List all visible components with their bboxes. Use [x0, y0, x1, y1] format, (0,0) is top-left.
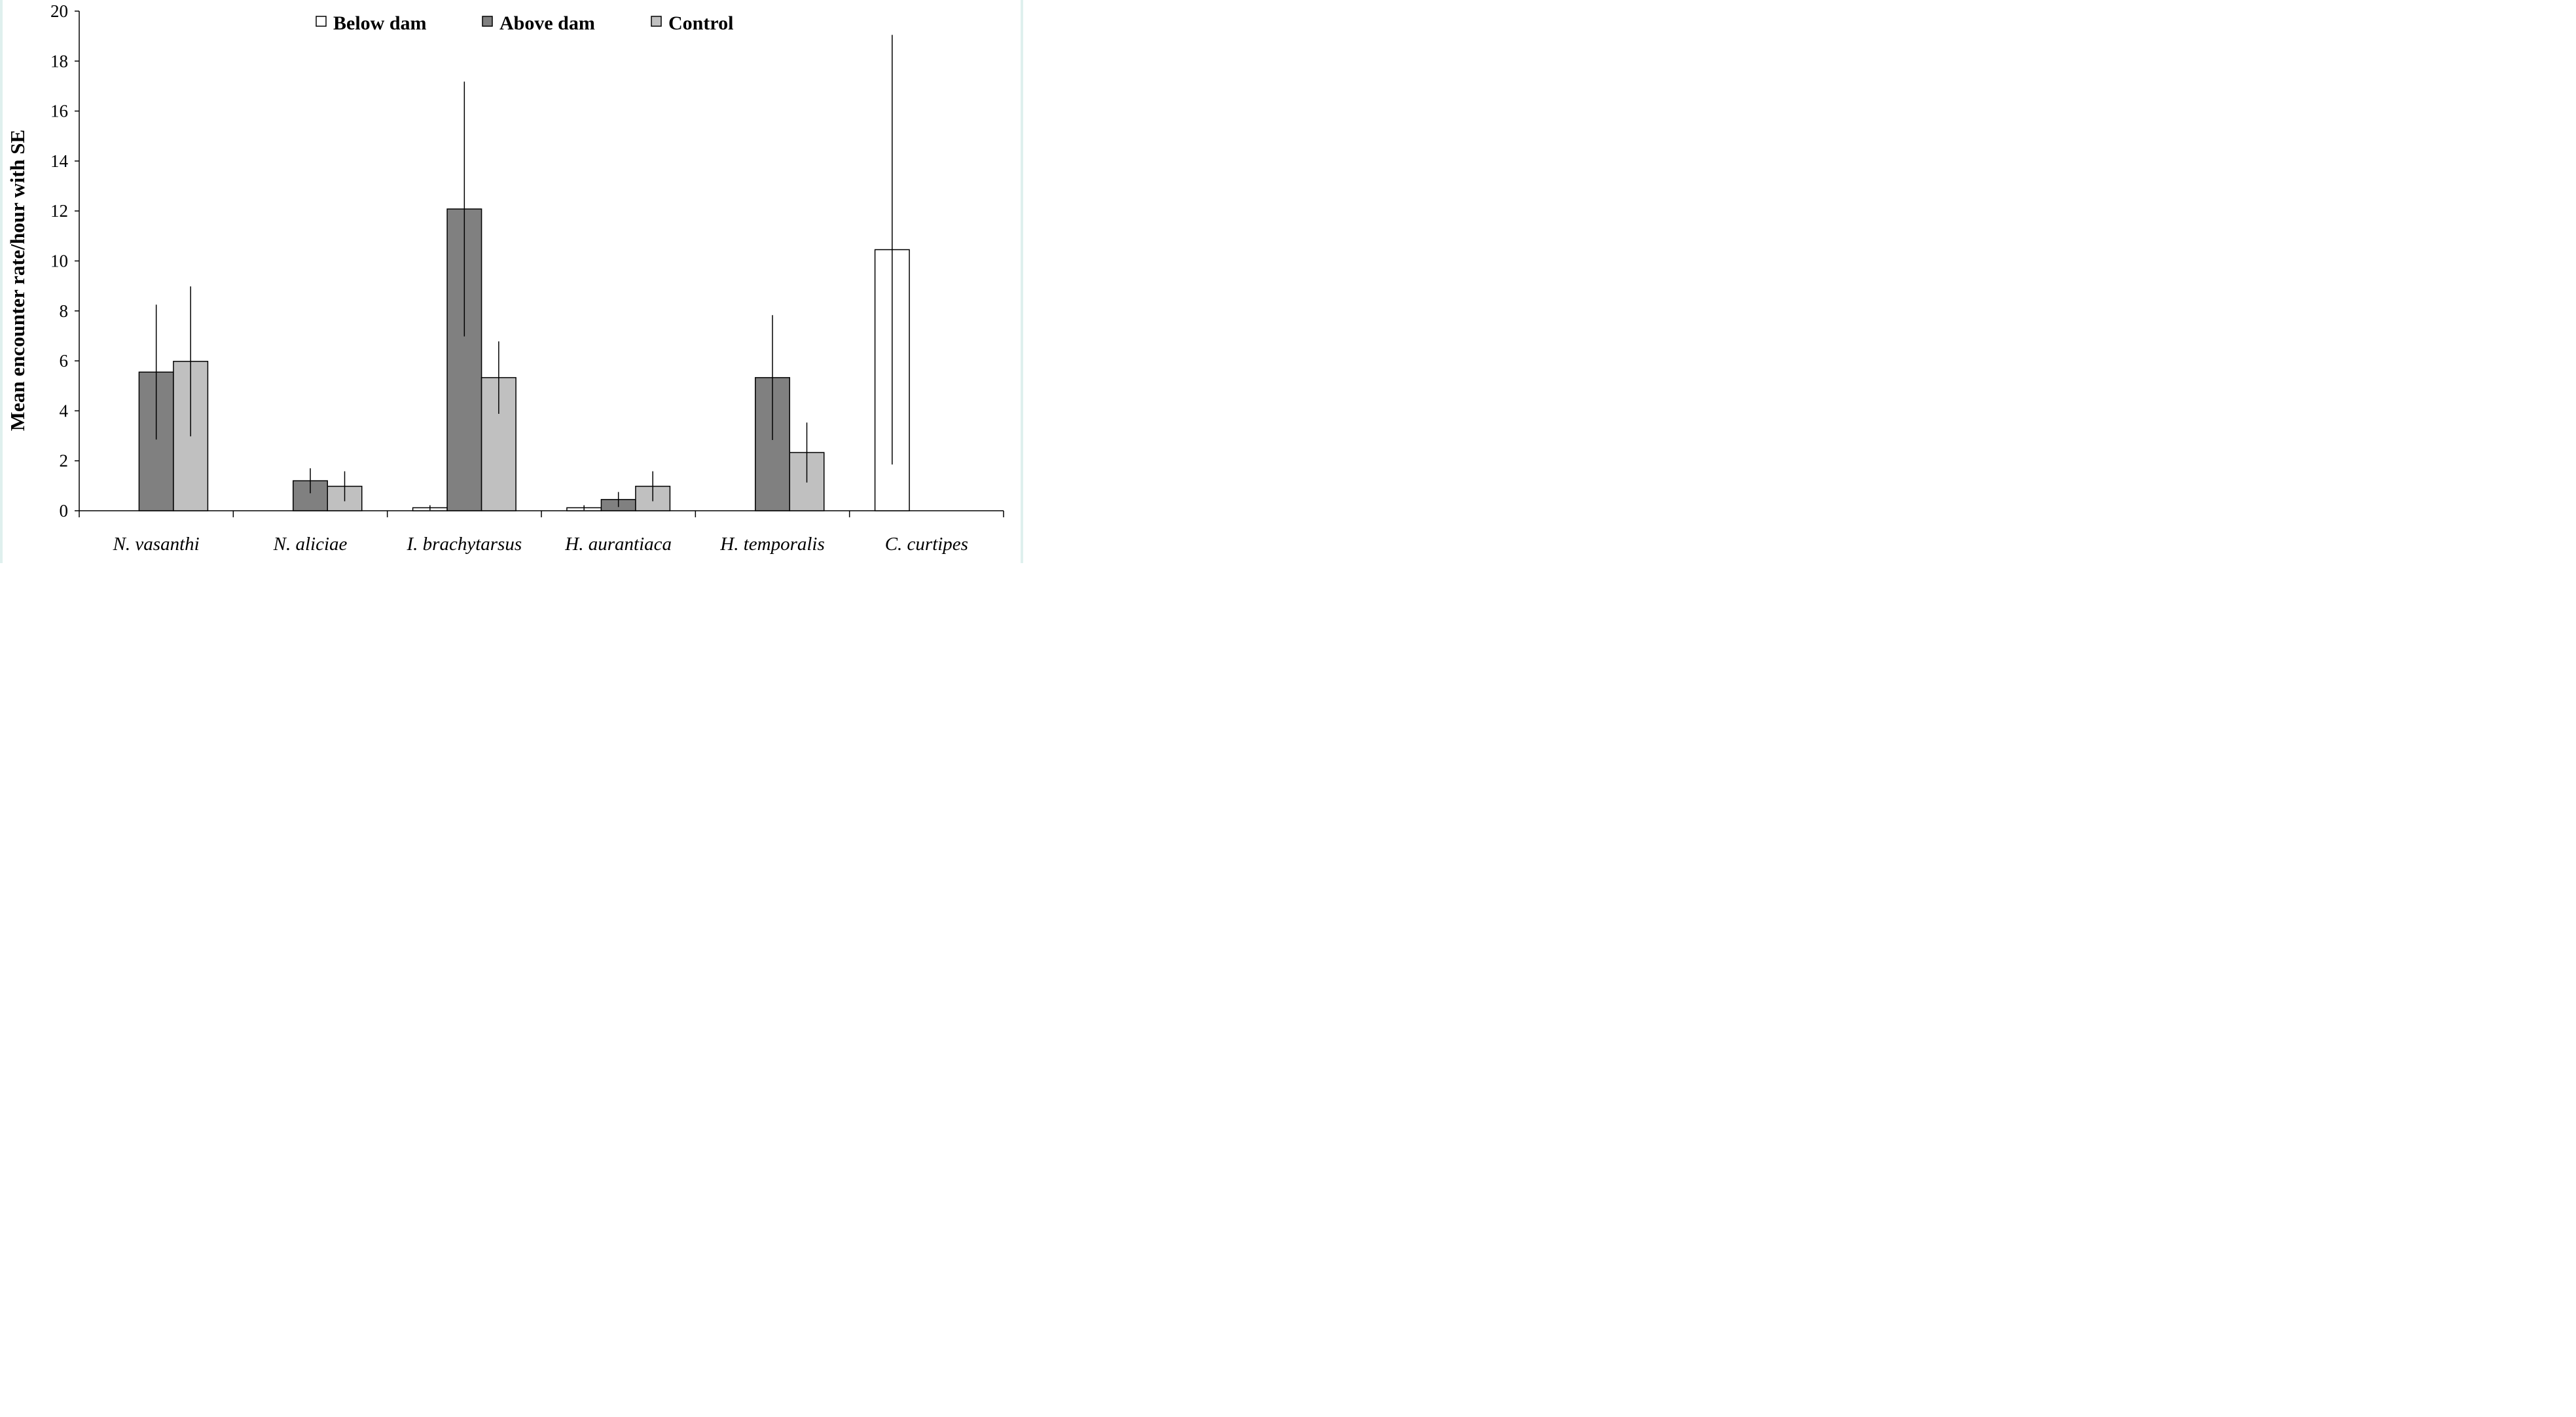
left-frame-edge: [0, 0, 3, 563]
y-tick-label: 20: [50, 1, 68, 21]
x-category-label: C. curtipes: [885, 534, 968, 555]
x-category-label: N. vasanthi: [113, 534, 200, 555]
error-bars: [155, 35, 893, 511]
x-category-label: H. aurantiaca: [564, 534, 672, 555]
legend-swatch: [482, 16, 493, 27]
y-tick-label: 14: [50, 151, 69, 171]
y-tick-label: 16: [50, 101, 68, 121]
right-frame-edge: [1021, 0, 1023, 563]
y-tick-label: 2: [60, 451, 69, 471]
y-tick-label: 10: [50, 251, 68, 271]
y-tick-label: 0: [60, 501, 69, 521]
y-tick-label: 18: [50, 51, 68, 71]
bars: [138, 208, 910, 511]
y-tick-label: 4: [60, 401, 69, 420]
encounter-rate-bar-chart: 0 2 4 6 8 10 12 14 16 18 20 N. vasanthi N. aliciae I.…: [6, 1, 1004, 555]
y-axis-title: Mean encounter rate/hour with SE: [6, 130, 29, 431]
y-tick-label: 8: [60, 301, 69, 321]
x-category-label: I. brachytarsus: [407, 534, 522, 555]
y-tick-label: 6: [60, 351, 69, 371]
legend-label: Above dam: [499, 12, 595, 34]
legend-swatch: [651, 16, 662, 27]
x-category-label: H. temporalis: [719, 534, 825, 555]
legend-label: Control: [668, 12, 733, 34]
legend-label: Below dam: [333, 12, 427, 34]
axes: 0 2 4 6 8 10 12 14 16 18 20 N. vasanthi N. aliciae I.…: [50, 1, 1004, 555]
x-category-label: N. aliciae: [273, 534, 348, 555]
y-tick-label: 12: [50, 201, 68, 221]
legend: Below dam Above dam Control: [316, 12, 733, 34]
legend-swatch: [316, 16, 327, 27]
